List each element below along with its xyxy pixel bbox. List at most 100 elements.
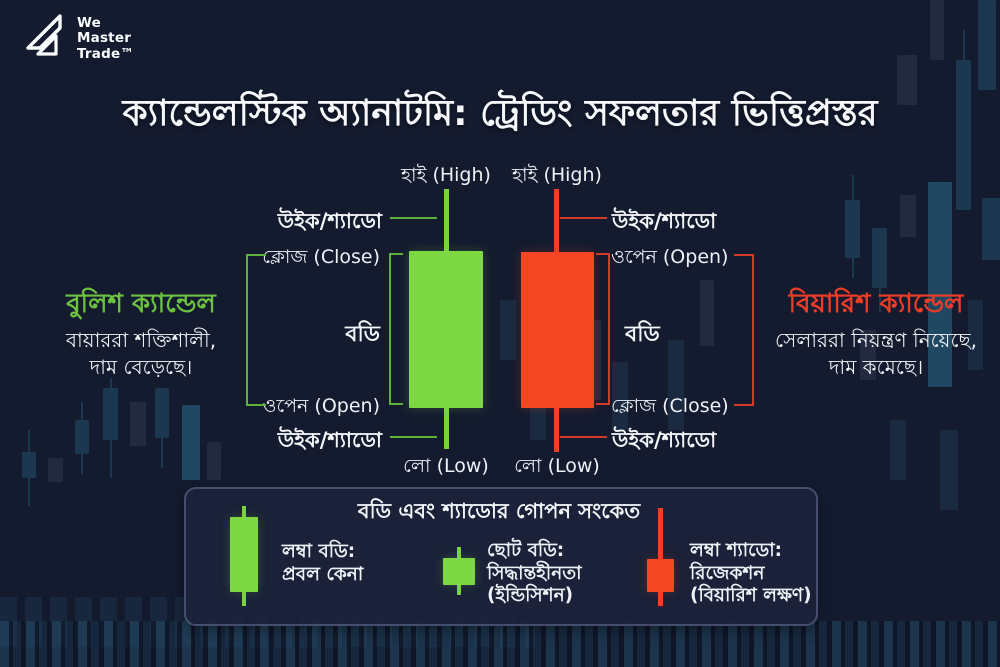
background-candle: [155, 388, 169, 468]
background-candle: [700, 280, 714, 346]
background-candle-wick: [962, 30, 965, 60]
background-candle: [928, 182, 952, 387]
bullish-lower-wick: [444, 408, 449, 449]
background-candle: [968, 300, 983, 370]
bearish-body-bracket: [608, 253, 610, 405]
bullish-range-bracket-tick-top: [246, 254, 266, 256]
bearish-low-label: লো (Low): [514, 455, 600, 477]
logo-line-2: Master: [77, 30, 132, 47]
bullish-open-label: ওপেন (Open): [262, 395, 380, 417]
legend-item-1-line-1: লম্বা বডি:: [282, 541, 356, 562]
background-candle: [900, 195, 916, 237]
bullish-wick-bottom-label: উইক/শ্যাডো: [277, 428, 382, 452]
bearish-lower-wick: [554, 408, 559, 452]
bearish-upper-wick: [554, 189, 559, 253]
background-candle: [48, 458, 63, 482]
bearish-wick-bottom-label: উইক/শ্যাডো: [612, 428, 717, 452]
bullish-low-label: লো (Low): [403, 455, 489, 477]
background-candle: [956, 30, 971, 210]
bearish-open-label: ওপেন (Open): [611, 246, 729, 268]
logo-wordmark: We Master Trade™: [77, 16, 134, 61]
background-candle-wick: [28, 478, 30, 506]
bullish-desc-line-2: দাম বেড়েছে।: [89, 354, 193, 379]
background-candle-wick: [28, 430, 30, 452]
background-candle-wick: [81, 454, 83, 474]
legend-item-3-line-3: (বিয়ারিশ লক্ষণ): [690, 585, 812, 607]
background-candle: [897, 55, 917, 105]
background-candle-wick: [161, 438, 163, 468]
background-candle: [103, 378, 118, 478]
bullish-upper-wick: [444, 189, 449, 252]
background-candle: [872, 228, 887, 313]
background-candle: [612, 362, 628, 430]
logo-line-3: Trade™: [77, 45, 135, 62]
legend-item-long-body: লম্বা বডি: প্রবল কেনা: [282, 541, 363, 586]
legend-item-long-shadow: লম্বা শ্যাডো: রিজেকশন (বিয়ারিশ লক্ষণ): [690, 540, 812, 608]
bearish-body-bracket-tick-top: [596, 253, 610, 255]
legend-item-1-line-2: প্রবল কেনা: [282, 563, 364, 585]
bullish-heading: বুলিশ ক্যান্ডেল: [66, 289, 216, 319]
bearish-candle-body: [521, 252, 594, 408]
background-candle-wick: [109, 378, 112, 388]
background-candle: [130, 402, 146, 446]
small-body-upper-wick: [457, 547, 461, 558]
legend-item-2-line-1: ছোট বডি:: [487, 540, 565, 561]
background-candle-wick: [851, 258, 854, 278]
legend-item-small-body: ছোট বডি: সিদ্ধান্তহীনতা (ইন্ডিসিশন): [487, 540, 582, 608]
legend-title: বডি এবং শ্যাডোর গোপন সংকেত: [357, 499, 641, 523]
bullish-wick-top-pointer-line: [390, 217, 437, 219]
background-candle-wick: [81, 402, 83, 420]
bullish-body-bracket: [389, 253, 391, 405]
background-candle: [978, 0, 996, 90]
long-body-body: [230, 517, 258, 592]
long-body-lower-wick: [242, 592, 246, 606]
long-shadow-body: [647, 559, 674, 592]
bearish-desc-line-2: দাম কমেছে।: [828, 354, 924, 379]
logo-arrow-icon: [26, 14, 68, 64]
background-candle-wick: [851, 175, 854, 200]
bullish-range-bracket: [246, 254, 248, 406]
background-candle: [182, 405, 200, 480]
background-candle: [890, 420, 906, 480]
legend-item-2-line-3: (ইন্ডিসিশন): [487, 585, 574, 607]
bearish-wick-top-pointer-line: [560, 217, 607, 219]
bullish-high-label: হাই (High): [401, 164, 491, 186]
bearish-wick-bottom-pointer-line: [560, 436, 607, 438]
background-candle: [860, 330, 876, 380]
background-candle: [207, 442, 221, 480]
background-candle: [668, 340, 684, 430]
bearish-range-bracket-tick-top: [734, 254, 754, 256]
logo: We Master Trade™: [26, 14, 134, 64]
bearish-high-label: হাই (High): [512, 164, 602, 186]
bullish-close-label: ক্লোজ (Close): [262, 246, 380, 268]
background-candle-wick: [109, 440, 112, 478]
bullish-body-bracket-tick-top: [389, 253, 403, 255]
page-title: ক্যান্ডেলস্টিক অ্যানাটমি: ট্রেডিং সফলতার…: [122, 93, 878, 134]
logo-line-1: We: [77, 15, 101, 32]
bearish-body-bracket-tick-bottom: [596, 403, 610, 405]
bullish-desc-line-1: বায়াররা শক্তিশালী,: [65, 327, 217, 352]
background-candle: [22, 430, 36, 506]
bullish-body-label: বডি: [345, 322, 380, 347]
legend-item-2-line-2: সিদ্ধান্তহীনতা: [487, 562, 582, 584]
legend-panel: [184, 487, 818, 626]
background-candle: [930, 0, 944, 60]
bullish-info-block: বুলিশ ক্যান্ডেল বায়াররা শক্তিশালী, দাম …: [20, 289, 262, 381]
bearish-body-label: বডি: [625, 322, 660, 347]
bullish-wick-bottom-pointer-line: [390, 436, 437, 438]
legend-item-3-line-1: লম্বা শ্যাডো:: [690, 540, 782, 561]
bearish-info-block: বিয়ারিশ ক্যান্ডেল সেলাররা নিয়ন্ত্রণ নি…: [755, 289, 997, 381]
bearish-desc-line-1: সেলাররা নিয়ন্ত্রণ নিয়েছে,: [775, 327, 977, 352]
legend-item-3-line-2: রিজেকশন: [690, 562, 765, 584]
bullish-description: বায়াররা শক্তিশালী, দাম বেড়েছে।: [20, 327, 262, 381]
background-candle: [75, 402, 89, 474]
small-body-body: [443, 558, 475, 585]
background-candle: [845, 175, 860, 278]
bearish-heading: বিয়ারিশ ক্যান্ডেল: [788, 289, 964, 319]
small-body-lower-wick: [457, 585, 461, 595]
bearish-close-label: ক্লোজ (Close): [611, 395, 729, 417]
background-candle: [500, 300, 516, 360]
background-candle-wick: [878, 288, 881, 313]
bearish-wick-top-label: উইক/শ্যাডো: [612, 209, 717, 233]
